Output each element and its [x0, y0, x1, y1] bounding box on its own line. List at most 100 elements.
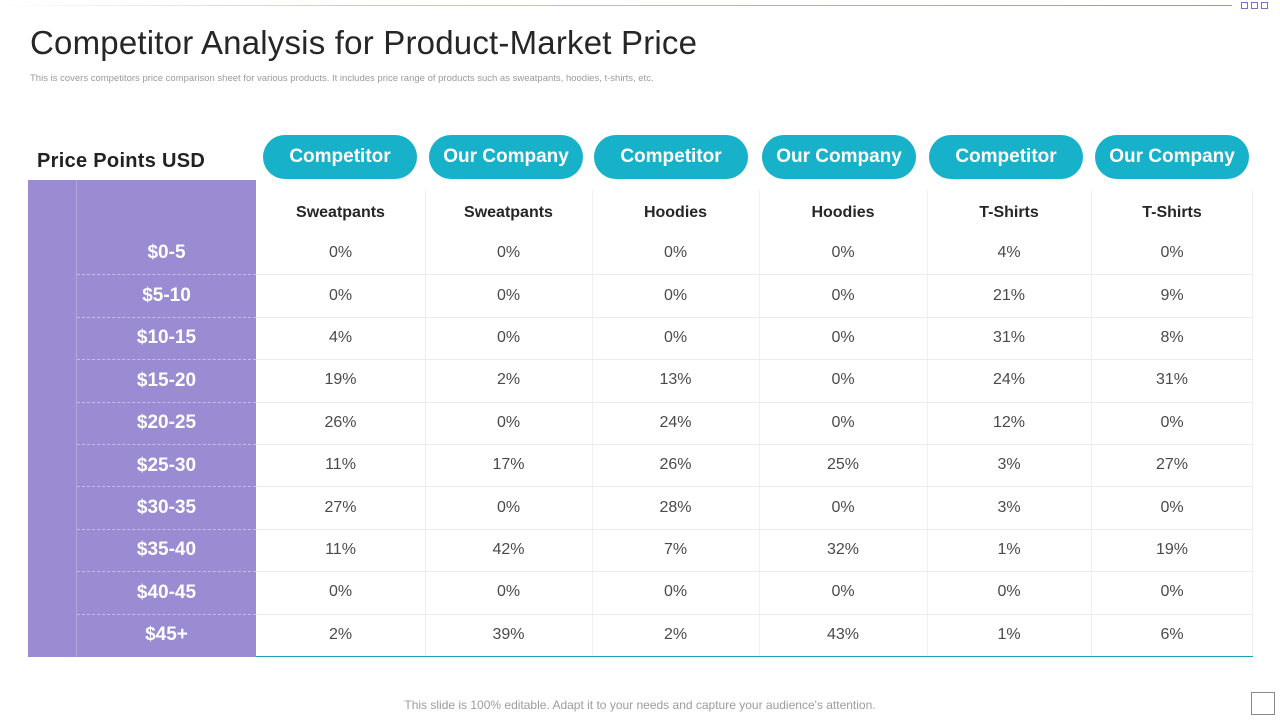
table-cell: 31%	[992, 328, 1026, 346]
table-cell: 0%	[831, 286, 855, 304]
table-cell: 17%	[492, 456, 525, 474]
table-cell: 7%	[663, 540, 688, 558]
row-divider	[256, 274, 1253, 276]
table-cell: 4%	[997, 244, 1021, 262]
product-column-header: Sweatpants	[296, 204, 385, 221]
table-cell: 42%	[492, 540, 525, 558]
price-range-label: $25-30	[77, 444, 256, 486]
column-group-pill: Our Company	[429, 135, 583, 179]
table-cell: 0%	[1160, 498, 1184, 516]
column-group-pill: Our Company	[1095, 135, 1249, 179]
row-divider	[256, 571, 1253, 573]
table-cell: 0%	[663, 583, 688, 601]
table-cell: 0%	[997, 583, 1021, 601]
table-cell: 24%	[659, 413, 692, 431]
table-cell: 4%	[328, 328, 353, 346]
column-divider	[592, 190, 593, 656]
table-cell: 24%	[992, 371, 1026, 389]
column-group-pill: Competitor	[594, 135, 748, 179]
table-cell: 32%	[826, 540, 860, 558]
table-cell: 0%	[496, 244, 521, 262]
row-divider	[256, 444, 1253, 445]
table-cell: 43%	[826, 625, 860, 643]
table-cell: 0%	[328, 583, 353, 601]
price-points-heading: Price Points USD	[37, 150, 206, 172]
table-cell: 27%	[324, 498, 357, 516]
top-divider	[0, 5, 1232, 6]
table-cell: 0%	[831, 498, 855, 516]
price-range-label: $35-40	[77, 528, 256, 571]
table-cell: 0%	[663, 328, 688, 346]
table-cell: 0%	[831, 413, 855, 431]
table-cell: 25%	[826, 456, 860, 474]
product-column-header: T-Shirts	[1142, 204, 1202, 221]
table-cell: 6%	[1160, 625, 1184, 643]
square-icon	[1261, 2, 1268, 9]
product-column-header: T-Shirts	[979, 204, 1039, 221]
footer-box	[1251, 692, 1275, 715]
price-range-label: $20-25	[77, 401, 256, 444]
table-cell: 19%	[324, 371, 357, 389]
column-divider	[759, 190, 760, 656]
table-cell: 11%	[325, 456, 356, 474]
table-cell: 9%	[1160, 286, 1184, 304]
product-column-header: Sweatpants	[464, 204, 553, 221]
price-range-label: $45+	[77, 613, 256, 656]
price-range-label: $30-35	[77, 486, 256, 528]
footer-note: This slide is 100% editable. Adapt it to…	[404, 698, 876, 712]
table-cell: 19%	[1155, 540, 1189, 558]
table-cell: 0%	[496, 328, 521, 346]
table-cell: 0%	[663, 244, 688, 262]
table-cell: 0%	[831, 371, 855, 389]
page-subtitle: This is covers competitors price compari…	[30, 73, 654, 84]
row-divider	[256, 401, 1253, 403]
table-cell: 13%	[659, 371, 692, 389]
table-cell: 2%	[496, 371, 521, 389]
table-cell: 0%	[831, 244, 855, 262]
table-cell: 0%	[1160, 583, 1184, 601]
product-column-header: Hoodies	[643, 204, 708, 221]
price-range-label: $15-20	[77, 359, 256, 401]
price-table	[256, 190, 1253, 657]
column-group-pill: Competitor	[263, 135, 417, 179]
square-icon	[1251, 2, 1258, 9]
table-cell: 1%	[997, 625, 1021, 643]
table-cell: 2%	[663, 625, 688, 643]
column-group-pill: Our Company	[762, 135, 916, 179]
table-cell: 3%	[997, 456, 1021, 474]
table-cell: 0%	[496, 413, 521, 431]
column-divider	[1252, 190, 1253, 656]
product-column-header: Hoodies	[811, 204, 875, 221]
row-divider	[256, 486, 1253, 488]
column-divider	[927, 190, 928, 656]
price-range-label: $10-15	[77, 316, 256, 359]
row-divider	[256, 613, 1253, 615]
column-divider	[1091, 190, 1092, 656]
page-title: Competitor Analysis for Product-Market P…	[30, 24, 698, 61]
table-cell: 12%	[992, 413, 1026, 431]
row-divider	[256, 316, 1253, 318]
column-divider	[425, 190, 426, 656]
table-cell: 11%	[325, 540, 356, 558]
table-cell: 0%	[328, 286, 353, 304]
price-column-stripe	[28, 180, 77, 657]
square-icon	[1241, 2, 1248, 9]
table-cell: 1%	[997, 540, 1021, 558]
table-cell: 0%	[496, 286, 521, 304]
price-range-label: $0-5	[147, 242, 186, 264]
table-cell: 0%	[1160, 413, 1184, 431]
table-cell: 0%	[328, 244, 353, 262]
table-cell: 0%	[831, 583, 855, 601]
table-cell: 27%	[1155, 456, 1189, 474]
table-cell: 0%	[663, 286, 688, 304]
table-cell: 2%	[328, 625, 353, 643]
table-cell: 0%	[496, 583, 521, 601]
corner-decoration	[1241, 2, 1268, 9]
table-cell: 31%	[1155, 371, 1189, 389]
table-cell: 28%	[659, 498, 692, 516]
table-cell: 26%	[659, 456, 692, 474]
price-range-label: $40-45	[77, 571, 256, 613]
table-cell: 8%	[1160, 328, 1184, 346]
row-divider	[256, 359, 1253, 361]
